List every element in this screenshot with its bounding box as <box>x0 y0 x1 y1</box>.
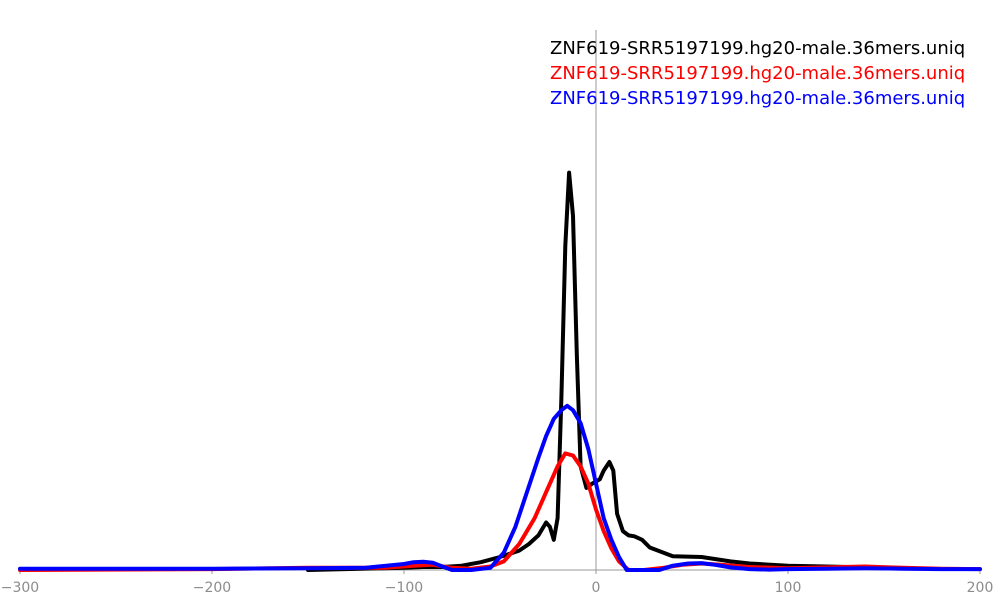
legend: ZNF619-SRR5197199.hg20-male.36mers.uniq … <box>550 38 965 109</box>
series-lines <box>18 170 982 572</box>
legend-entry-3: ZNF619-SRR5197199.hg20-male.36mers.uniq <box>550 88 965 109</box>
x-tick-label: −300 <box>1 580 39 596</box>
x-tick-label: 0 <box>592 580 601 596</box>
series-line-3 <box>18 403 982 572</box>
x-tick-label: 100 <box>775 580 802 596</box>
legend-entry-2: ZNF619-SRR5197199.hg20-male.36mers.uniq <box>550 63 965 84</box>
x-tick-label: 200 <box>967 580 994 596</box>
x-tick-label: −100 <box>385 580 423 596</box>
x-tick-label: −200 <box>193 580 231 596</box>
series-line-2 <box>18 451 982 572</box>
axes: −300 −200 −100 0 100 200 <box>1 30 994 596</box>
legend-entry-1: ZNF619-SRR5197199.hg20-male.36mers.uniq <box>550 38 965 59</box>
